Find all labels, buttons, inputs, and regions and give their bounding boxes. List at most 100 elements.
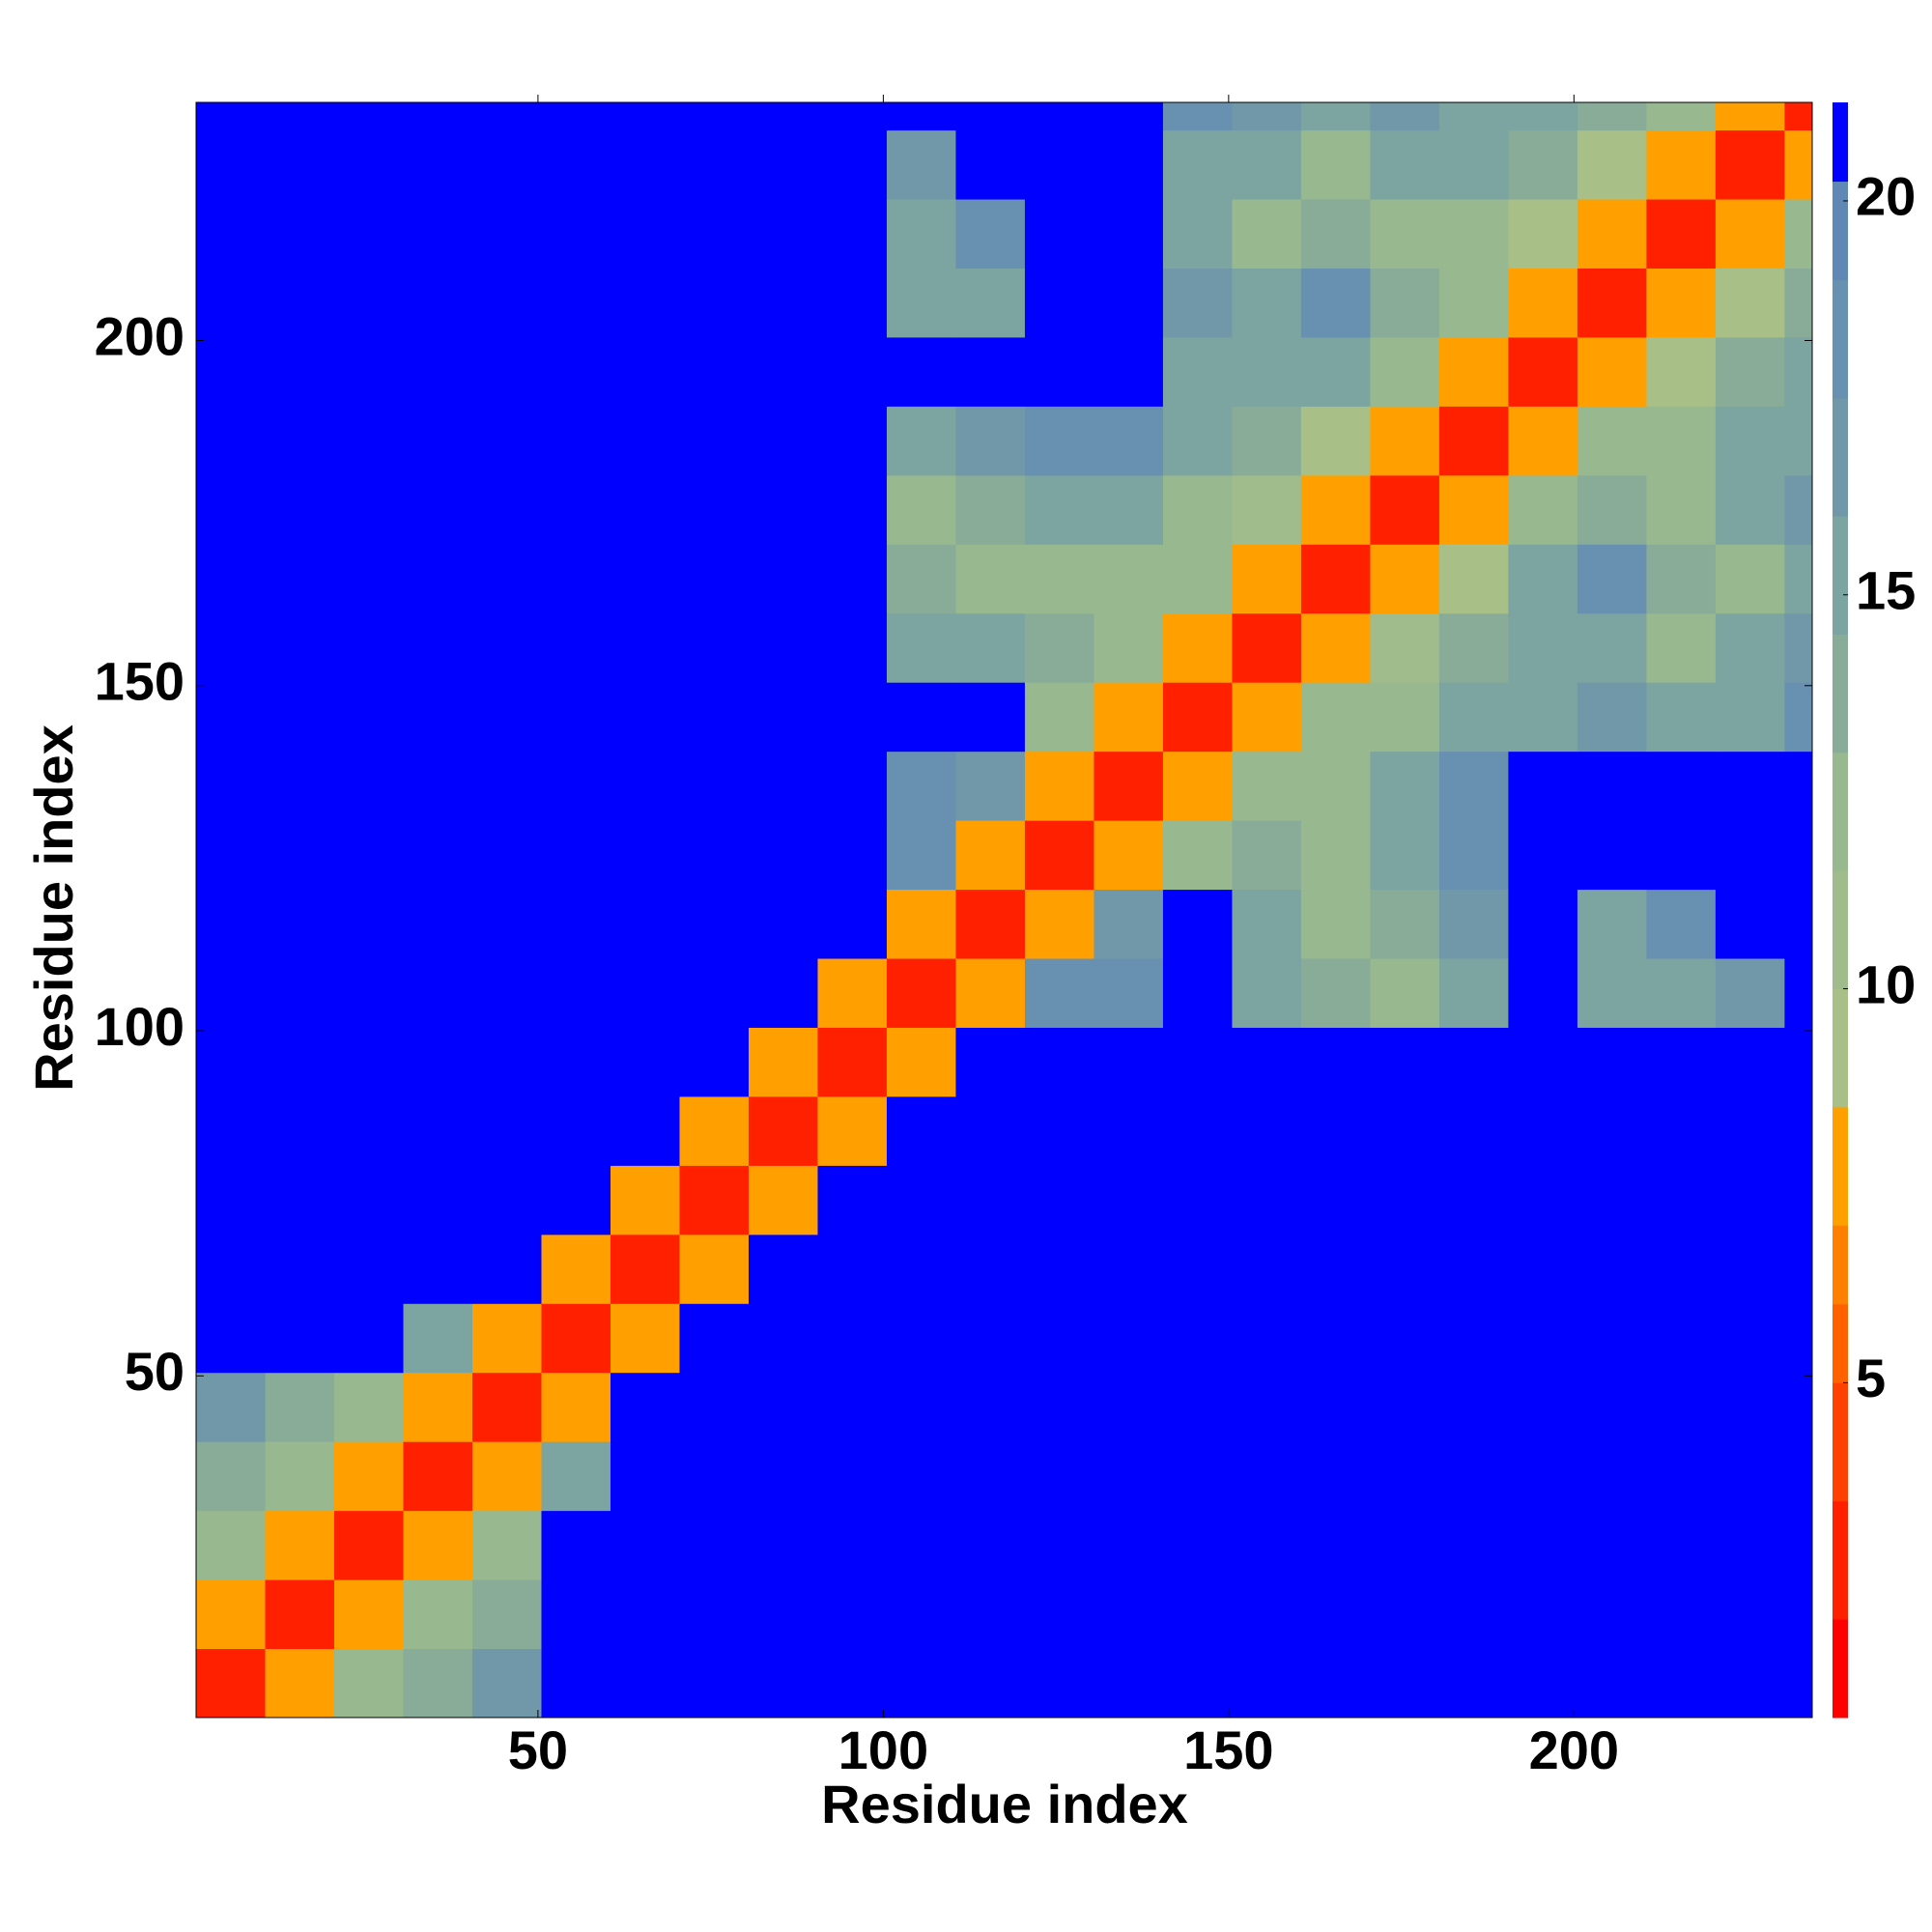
heatmap-cell (955, 1372, 1026, 1442)
heatmap-cell (333, 1234, 404, 1304)
heatmap-cell (1784, 1648, 1813, 1719)
heatmap-cell (1300, 751, 1371, 821)
heatmap-cell (1232, 958, 1302, 1028)
heatmap-cell (541, 129, 611, 200)
heatmap-cell (1232, 1372, 1302, 1442)
heatmap-cell (817, 199, 888, 269)
heatmap-cell (886, 102, 956, 131)
colorbar-band (1833, 1225, 1848, 1305)
heatmap-cell (1300, 129, 1371, 200)
heatmap-cell (1162, 1648, 1233, 1719)
heatmap-cell (1438, 199, 1509, 269)
heatmap-cell (1784, 958, 1813, 1028)
heatmap-cell (1094, 1372, 1164, 1442)
heatmap-cell (471, 820, 542, 891)
heatmap-cell (1094, 1303, 1164, 1374)
heatmap-cell (471, 682, 542, 753)
heatmap-cell (1646, 544, 1717, 614)
heatmap-cell (333, 1027, 404, 1097)
heatmap-cell (1646, 682, 1717, 753)
heatmap-cell (679, 102, 750, 131)
heatmap-cell (265, 820, 335, 891)
colorbar-band (1833, 1382, 1848, 1502)
heatmap-cell (333, 1303, 404, 1374)
heatmap-cell (886, 1648, 956, 1719)
heatmap-cell (1438, 1095, 1509, 1166)
heatmap-cell (1784, 1441, 1813, 1512)
heatmap-cell (610, 1372, 680, 1442)
heatmap-cell (1162, 544, 1233, 614)
heatmap-cell (1162, 1234, 1233, 1304)
heatmap-cell (679, 1303, 750, 1374)
heatmap-cell (196, 1510, 266, 1580)
heatmap-cell (1300, 406, 1371, 476)
heatmap-cell (196, 406, 266, 476)
heatmap-cell (1300, 1510, 1371, 1580)
heatmap-cell (1024, 1095, 1094, 1166)
heatmap-cell (955, 1579, 1026, 1650)
heatmap-cell (196, 1579, 266, 1650)
heatmap-cell (333, 544, 404, 614)
heatmap-cell (748, 1579, 818, 1650)
heatmap-cell (265, 682, 335, 753)
heatmap-cell (1646, 1027, 1717, 1097)
heatmap-cell (471, 1441, 542, 1512)
heatmap-cell (748, 1234, 818, 1304)
heatmap-cell (955, 474, 1026, 545)
heatmap-cell (1508, 751, 1578, 821)
heatmap-cell (748, 1510, 818, 1580)
heatmap-cell (1715, 268, 1785, 338)
heatmap-cell (471, 129, 542, 200)
heatmap-cell (610, 1234, 680, 1304)
colorbar-band (1833, 1500, 1848, 1620)
heatmap-cell (196, 820, 266, 891)
heatmap-cell (1370, 1510, 1440, 1580)
heatmap-cell (1094, 1648, 1164, 1719)
colorbar-band (1833, 397, 1848, 517)
heatmap-cell (1438, 406, 1509, 476)
heatmap-cell (1370, 1234, 1440, 1304)
heatmap-cell (1438, 1303, 1509, 1374)
heatmap-cell (1162, 1441, 1233, 1512)
heatmap-cell (679, 1510, 750, 1580)
heatmap-cell (1646, 1165, 1717, 1236)
heatmap-cell (1438, 129, 1509, 200)
heatmap-cell (748, 1095, 818, 1166)
colorbar-band (1833, 1619, 1848, 1719)
heatmap-cell (1370, 1095, 1440, 1166)
heatmap-cell (1438, 889, 1509, 959)
heatmap-cell (1577, 474, 1647, 545)
heatmap-cell (1508, 1303, 1578, 1374)
heatmap-cell (1232, 682, 1302, 753)
heatmap-cell (1370, 751, 1440, 821)
heatmap-cell (1024, 1648, 1094, 1719)
heatmap-cell (403, 129, 473, 200)
heatmap-cell (1438, 1648, 1509, 1719)
heatmap-cell (1094, 1510, 1164, 1580)
heatmap-cell (333, 1579, 404, 1650)
heatmap-cell (1438, 336, 1509, 407)
heatmap-cell (1577, 820, 1647, 891)
heatmap-cell (471, 544, 542, 614)
heatmap-cell (817, 474, 888, 545)
heatmap-cell (1646, 1441, 1717, 1512)
heatmap-cell (1715, 1095, 1785, 1166)
heatmap-cell (1232, 751, 1302, 821)
heatmap-cell (886, 129, 956, 200)
heatmap-cell (748, 199, 818, 269)
heatmap-cell (1508, 1372, 1578, 1442)
heatmap-cell (1646, 1303, 1717, 1374)
heatmap-cell (1232, 1441, 1302, 1512)
heatmap-cell (471, 1579, 542, 1650)
heatmap-cell (817, 751, 888, 821)
heatmap-cell (679, 1234, 750, 1304)
heatmap-cell (1784, 102, 1813, 131)
heatmap-cell (1024, 268, 1094, 338)
heatmap-cell (1784, 1027, 1813, 1097)
heatmap-cell (1094, 820, 1164, 891)
heatmap-cell (817, 958, 888, 1028)
heatmap-cell (403, 958, 473, 1028)
heatmap-cell (541, 612, 611, 683)
heatmap-cell (1715, 474, 1785, 545)
heatmap-cell (541, 751, 611, 821)
